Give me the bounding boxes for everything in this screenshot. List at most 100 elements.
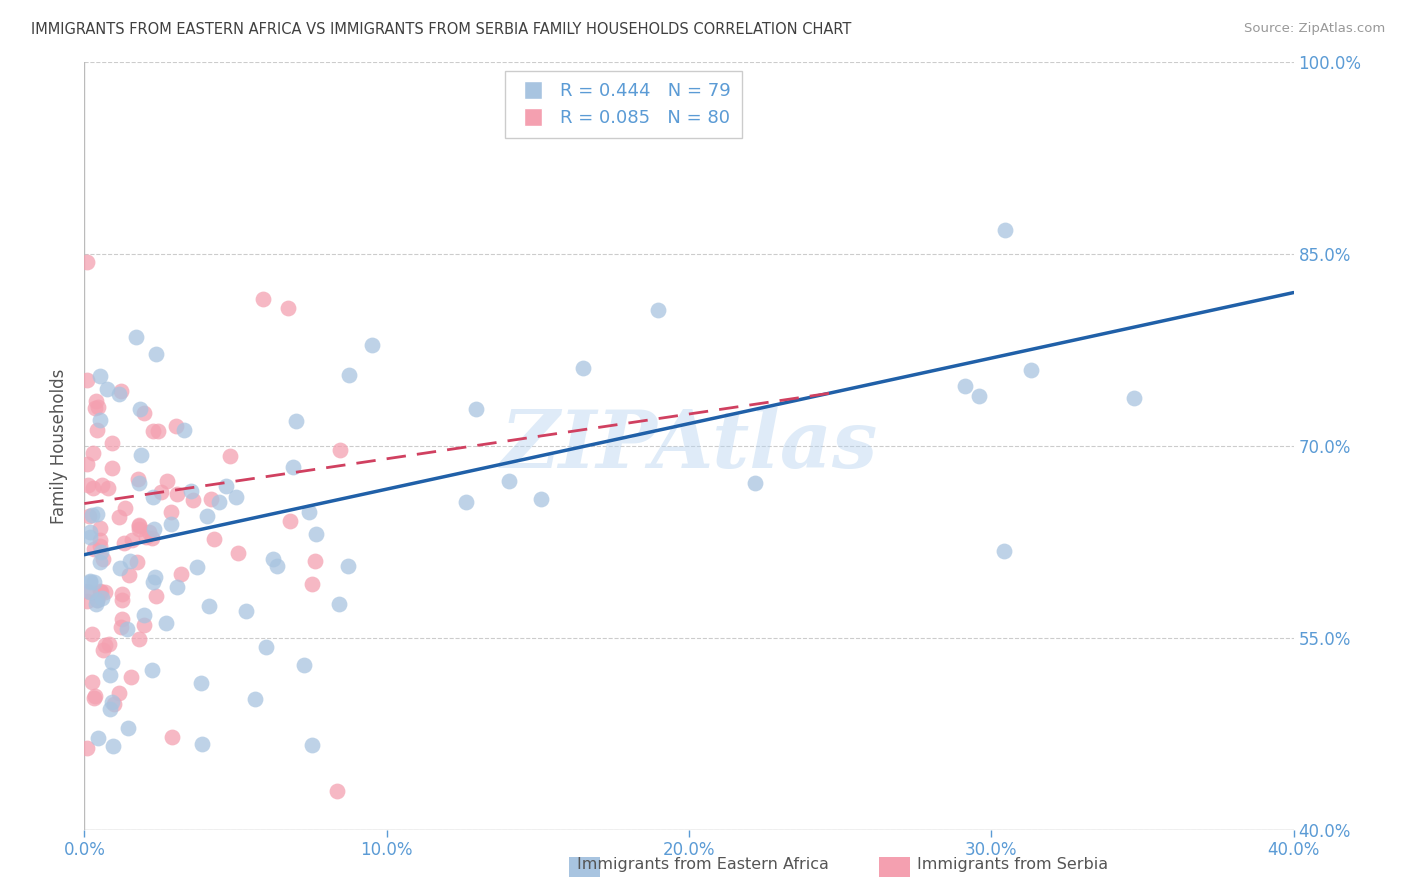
Point (337, 368, 360, 382)
Point (285, 413, 308, 427)
Point (277, 301, 299, 315)
Point (112, 536, 135, 550)
Text: IMMIGRANTS FROM EASTERN AFRICA VS IMMIGRANTS FROM SERBIA FAMILY HOUSEHOLDS CORRE: IMMIGRANTS FROM EASTERN AFRICA VS IMMIGR… (31, 22, 851, 37)
Point (142, 490, 165, 504)
Point (79, 574, 101, 589)
Point (142, 522, 165, 536)
Point (101, 461, 124, 475)
Point (111, 593, 134, 607)
Point (304, 554, 326, 568)
Point (186, 560, 208, 574)
Point (108, 387, 131, 401)
Point (160, 730, 183, 744)
Point (128, 519, 150, 533)
Point (121, 533, 143, 548)
Point (191, 737, 214, 751)
Point (79, 530, 101, 544)
Point (89, 521, 111, 535)
Point (80, 675, 103, 690)
Point (76, 255, 98, 269)
Point (278, 514, 301, 528)
Bar (569, 857, 600, 877)
Point (87, 731, 110, 745)
Point (155, 615, 177, 630)
Point (454, 495, 477, 509)
Point (117, 721, 139, 735)
Point (647, 302, 669, 317)
Point (79, 574, 101, 588)
Point (1019, 363, 1042, 377)
Point (326, 784, 349, 798)
Point (180, 483, 202, 498)
Point (121, 670, 143, 684)
Point (127, 472, 149, 486)
Point (84, 689, 107, 703)
Point (77, 478, 100, 492)
Text: ZIPAtlas: ZIPAtlas (501, 408, 877, 484)
Point (128, 632, 150, 647)
Point (141, 531, 163, 545)
Point (91, 591, 114, 605)
Point (328, 597, 350, 611)
Point (76, 594, 98, 608)
Point (146, 425, 169, 439)
Bar (879, 857, 910, 877)
Point (252, 292, 274, 306)
Point (108, 509, 131, 524)
Point (97, 482, 120, 496)
Point (166, 580, 188, 594)
Point (129, 449, 152, 463)
Point (79, 584, 101, 599)
Point (128, 517, 150, 532)
Point (143, 570, 166, 584)
Point (128, 522, 150, 536)
Legend: R = 0.444   N = 79, R = 0.085   N = 80: R = 0.444 N = 79, R = 0.085 N = 80 (505, 71, 742, 138)
Point (108, 686, 131, 700)
Point (103, 697, 125, 711)
Point (243, 692, 266, 706)
Point (138, 524, 160, 539)
Point (110, 384, 132, 399)
Point (994, 223, 1017, 237)
Point (84, 401, 107, 415)
Point (141, 663, 163, 677)
Point (96, 382, 118, 396)
Point (263, 551, 285, 566)
Point (89, 539, 111, 553)
Point (305, 527, 328, 541)
Point (294, 657, 316, 672)
Point (200, 491, 222, 506)
Point (145, 347, 167, 361)
Point (86, 593, 108, 607)
Point (128, 476, 150, 491)
Point (993, 544, 1015, 558)
Point (571, 361, 593, 376)
Point (101, 436, 124, 450)
Point (90, 584, 112, 599)
Point (83, 542, 105, 557)
Point (170, 567, 193, 582)
Point (84, 597, 107, 611)
Point (498, 475, 520, 489)
Point (254, 640, 277, 654)
Y-axis label: Family Households: Family Households (51, 368, 69, 524)
Point (82, 508, 104, 522)
Point (142, 575, 165, 590)
Point (329, 442, 352, 457)
Point (208, 495, 231, 509)
Point (86, 593, 108, 607)
Point (82, 481, 104, 495)
Point (464, 402, 486, 417)
Point (91, 551, 114, 566)
Point (100, 668, 122, 682)
Point (166, 487, 188, 501)
Point (198, 599, 221, 613)
Point (190, 676, 212, 690)
Point (134, 607, 156, 622)
Point (93, 584, 115, 599)
Point (100, 694, 122, 708)
Point (530, 492, 553, 507)
Point (89, 369, 111, 384)
Point (173, 423, 195, 437)
Point (83, 575, 105, 590)
